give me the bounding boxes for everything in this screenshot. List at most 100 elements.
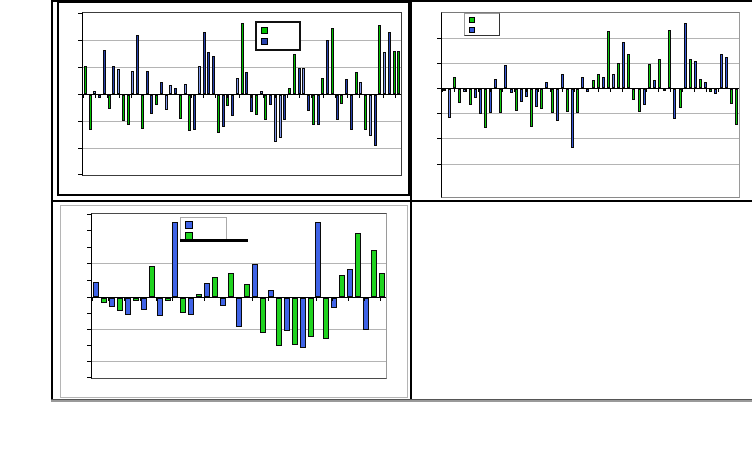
gridline <box>92 361 386 362</box>
bar <box>383 52 386 94</box>
chart3-plot-area <box>87 213 387 379</box>
chart3-legend[interactable] <box>180 217 227 241</box>
bar <box>684 23 687 88</box>
bar <box>331 28 334 94</box>
chart-object-top-left[interactable] <box>57 1 410 196</box>
bar <box>369 95 372 136</box>
gridline <box>83 121 401 122</box>
chart1-legend[interactable] <box>255 21 301 51</box>
bar <box>284 298 290 331</box>
bar <box>93 91 96 94</box>
bar <box>283 95 286 120</box>
bar <box>131 71 134 94</box>
bar <box>602 77 605 88</box>
y-axis-tick <box>78 67 82 68</box>
bar <box>245 72 248 94</box>
bar <box>397 51 400 94</box>
bar <box>364 95 367 130</box>
bar <box>448 89 451 118</box>
bar <box>312 95 315 125</box>
bar <box>184 84 187 94</box>
chart2-plot-area[interactable] <box>437 12 740 198</box>
y-axis-tick <box>78 40 82 41</box>
y-axis-tick <box>78 94 82 95</box>
bar <box>581 77 584 88</box>
bar <box>231 95 234 116</box>
bar <box>484 89 487 128</box>
bar <box>141 95 144 129</box>
zero-axis-line <box>83 94 401 95</box>
bar <box>292 298 298 345</box>
y-axis-tick <box>87 247 91 248</box>
bar <box>725 57 728 88</box>
bar <box>255 95 258 115</box>
y-axis-tick <box>87 230 91 231</box>
bar <box>653 80 656 88</box>
bar <box>347 269 353 297</box>
bar <box>323 298 329 339</box>
bar <box>453 77 456 88</box>
bar <box>597 74 600 88</box>
bar <box>276 298 282 346</box>
bar <box>571 89 574 148</box>
x-axis-ticks <box>83 95 401 98</box>
bar <box>169 85 172 94</box>
bar <box>203 32 206 94</box>
bar <box>179 95 182 119</box>
bar <box>355 233 361 297</box>
gridline <box>442 38 739 39</box>
gridline <box>92 263 386 264</box>
y-axis-tick <box>437 138 441 139</box>
bar <box>146 71 149 94</box>
bar <box>648 64 651 88</box>
chart-object-bottom-left[interactable] <box>60 205 408 398</box>
bar <box>592 80 595 88</box>
bar <box>622 42 625 88</box>
bar <box>378 25 381 94</box>
bar <box>264 95 267 120</box>
y-axis-tick <box>437 88 441 89</box>
bar <box>84 66 87 94</box>
bar <box>540 89 543 109</box>
bar <box>735 89 738 125</box>
bar <box>576 89 579 113</box>
chart1-legend-swatch-blue <box>261 38 268 45</box>
bar <box>260 91 263 94</box>
y-axis-tick <box>78 174 82 175</box>
bar <box>694 61 697 88</box>
x-axis-ticks <box>442 89 739 92</box>
bar <box>668 30 671 88</box>
gridline <box>442 164 739 165</box>
y-axis-tick <box>78 121 82 122</box>
bar <box>204 283 210 297</box>
bar <box>638 89 641 112</box>
x-axis-ticks <box>92 298 386 301</box>
bar <box>198 66 201 94</box>
bar <box>561 74 564 88</box>
gridline <box>442 113 739 114</box>
bar <box>293 54 296 94</box>
bar <box>212 277 218 297</box>
bar <box>371 250 377 297</box>
bar <box>530 89 533 127</box>
bar <box>345 79 348 94</box>
gridline <box>442 63 739 64</box>
bar <box>193 95 196 130</box>
chart3-legend-underline <box>180 239 248 242</box>
bar <box>241 23 244 94</box>
chart2-legend-swatch-blue <box>469 27 475 33</box>
bar <box>103 50 106 94</box>
chart2-legend[interactable] <box>464 13 500 36</box>
bar <box>112 66 115 94</box>
bar <box>556 89 559 121</box>
bar <box>274 95 277 142</box>
bar <box>93 282 99 297</box>
bar <box>217 95 220 133</box>
bar <box>127 95 130 125</box>
bar <box>172 222 178 297</box>
bar <box>607 31 610 88</box>
table-border-bottom <box>51 399 752 402</box>
bar <box>117 69 120 94</box>
gridline <box>92 329 386 330</box>
bar <box>188 95 191 131</box>
